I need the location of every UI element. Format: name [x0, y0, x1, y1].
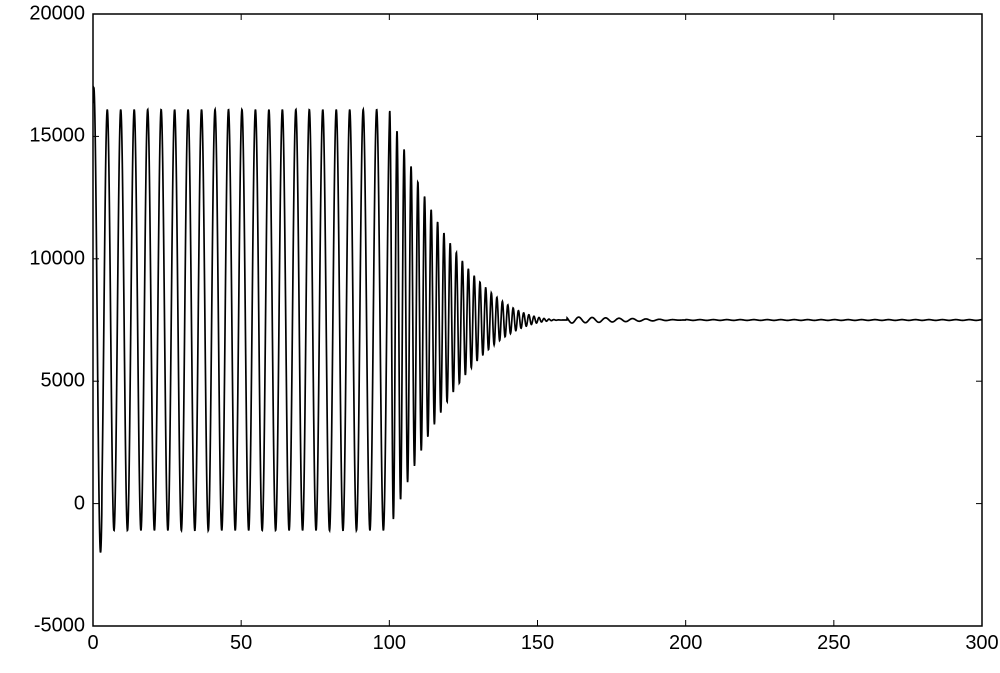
ytick-label: -5000 — [34, 615, 85, 638]
ytick-label: 10000 — [29, 247, 85, 270]
xtick-label: 250 — [817, 632, 850, 655]
xtick-label: 300 — [965, 632, 998, 655]
xtick-label: 150 — [521, 632, 554, 655]
series-line — [93, 88, 982, 553]
ytick-label: 15000 — [29, 125, 85, 148]
ytick-label: 20000 — [29, 3, 85, 26]
xtick-label: 100 — [373, 632, 406, 655]
xtick-label: 50 — [230, 632, 252, 655]
ytick-label: 5000 — [41, 370, 86, 393]
xtick-label: 200 — [669, 632, 702, 655]
ytick-label: 0 — [74, 492, 85, 515]
chart-container: -500005000100001500020000050100150200250… — [0, 0, 1000, 668]
xtick-label: 0 — [87, 632, 98, 655]
chart-svg — [0, 0, 1000, 668]
